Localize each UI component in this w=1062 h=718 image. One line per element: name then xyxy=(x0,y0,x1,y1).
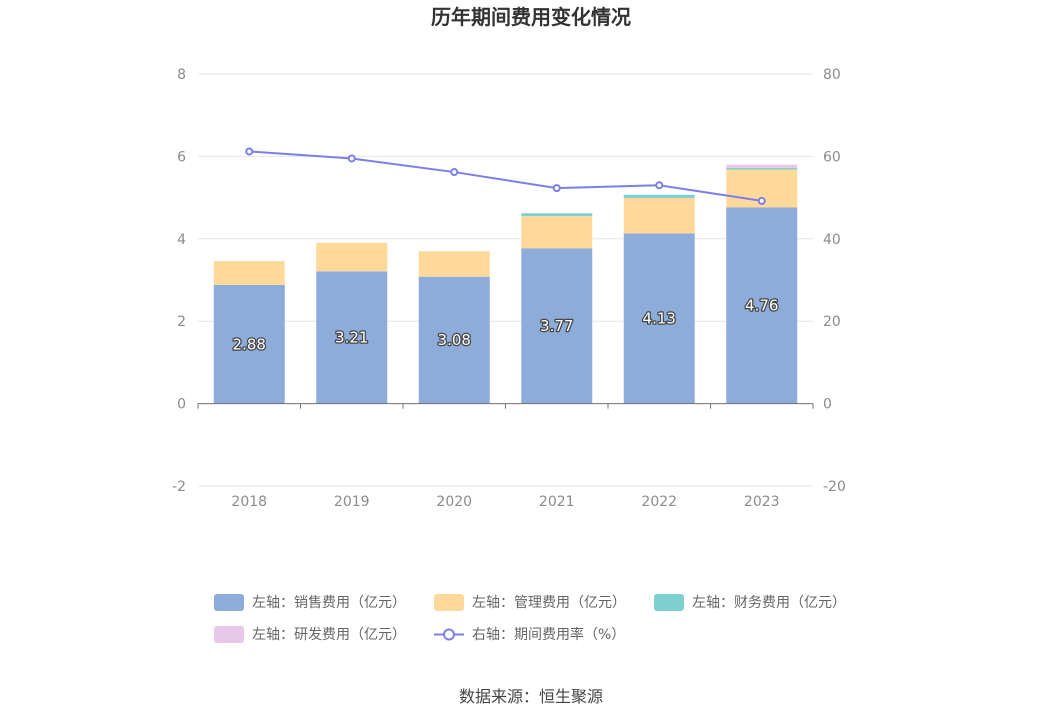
bars xyxy=(213,164,798,404)
legend-item-rate[interactable]: 右轴：期间费用率（%） xyxy=(434,624,625,644)
bar-sales-2021 xyxy=(521,248,593,404)
bar-admin-2021 xyxy=(521,216,593,249)
bar-value-label: 2.88 xyxy=(233,335,266,353)
x-tick-label: 2023 xyxy=(744,494,780,510)
bar-admin-2019 xyxy=(316,242,388,272)
legend-label-finance: 左轴：财务费用（亿元） xyxy=(692,595,846,611)
left-tick-label: 8 xyxy=(177,67,186,83)
bar-value-label: 3.08 xyxy=(438,331,471,349)
rate-point xyxy=(450,168,459,177)
legend-swatch-sales xyxy=(214,593,244,611)
bar-value-label: 3.21 xyxy=(335,328,368,346)
bar-sales-2022 xyxy=(623,233,695,404)
bar-sales-2018 xyxy=(213,284,285,404)
rate-point xyxy=(757,196,766,205)
x-tick-label: 2022 xyxy=(641,494,677,510)
bar-value-label: 3.77 xyxy=(540,317,573,335)
legend-label-admin: 左轴：管理费用（亿元） xyxy=(472,595,626,611)
right-tick-label: 0 xyxy=(823,397,832,413)
bar-finance-2022 xyxy=(623,194,695,199)
legend-label-rate: 右轴：期间费用率（%） xyxy=(472,627,626,643)
rate-point xyxy=(347,154,356,163)
rate-line xyxy=(245,147,766,205)
rate-line-path xyxy=(249,150,762,202)
bar-finance-2023 xyxy=(726,167,798,170)
rate-point xyxy=(245,147,254,156)
bar-admin-2018 xyxy=(213,261,285,285)
chart-title: 历年期间费用变化情况 xyxy=(431,5,631,29)
right-tick-label: 80 xyxy=(823,67,841,83)
left-tick-label: 2 xyxy=(177,314,186,330)
bar-rd-2023 xyxy=(726,164,798,168)
bar-value-label: 4.76 xyxy=(745,297,778,315)
bar-labels: 2.88 3.21 3.08 3.77 4.13 4.76 xyxy=(231,295,779,354)
left-axis: -2 0 2 4 6 8 xyxy=(172,67,186,495)
right-tick-label: 20 xyxy=(823,314,841,330)
right-tick-label: 60 xyxy=(823,149,841,165)
legend-swatch-finance xyxy=(654,593,684,611)
right-tick-label: 40 xyxy=(823,232,841,248)
bar-sales-2023 xyxy=(726,207,798,404)
x-tick-label: 2019 xyxy=(334,494,370,510)
legend-line-icon xyxy=(434,628,464,640)
legend-swatch-admin xyxy=(434,593,464,611)
bar-admin-2022 xyxy=(623,198,695,234)
x-tick-label: 2018 xyxy=(231,494,267,510)
legend-swatch-rd xyxy=(214,625,244,643)
legend: 左轴：销售费用（亿元） 左轴：管理费用（亿元） 左轴：财务费用（亿元） 左轴：研… xyxy=(214,592,914,656)
x-tick-label: 2020 xyxy=(436,494,472,510)
bar-sales-2019 xyxy=(316,271,388,404)
left-tick-label: 4 xyxy=(177,232,186,248)
bar-finance-2021 xyxy=(521,213,593,217)
rate-point xyxy=(655,181,664,190)
legend-label-sales: 左轴：销售费用（亿元） xyxy=(252,595,406,611)
right-tick-label: -20 xyxy=(823,479,846,495)
data-source: 数据来源：恒生聚源 xyxy=(458,687,603,706)
x-tick-label: 2021 xyxy=(539,494,575,510)
bar-sales-2020 xyxy=(418,276,490,404)
left-tick-label: 0 xyxy=(177,397,186,413)
right-axis: -20 0 20 40 60 80 xyxy=(823,67,846,495)
legend-item-sales[interactable]: 左轴：销售费用（亿元） xyxy=(214,592,406,612)
rate-point xyxy=(552,184,561,193)
legend-item-admin[interactable]: 左轴：管理费用（亿元） xyxy=(434,592,626,612)
bar-value-label: 4.13 xyxy=(643,310,676,328)
legend-label-rd: 左轴：研发费用（亿元） xyxy=(252,627,406,643)
legend-item-finance[interactable]: 左轴：财务费用（亿元） xyxy=(654,592,846,612)
x-axis: 2018 2019 2020 2021 2022 2023 xyxy=(197,403,814,510)
bar-admin-2020 xyxy=(418,251,490,277)
legend-item-rd[interactable]: 左轴：研发费用（亿元） xyxy=(214,624,406,644)
left-tick-label: -2 xyxy=(172,479,186,495)
left-tick-label: 6 xyxy=(177,149,186,165)
grid xyxy=(198,73,813,487)
